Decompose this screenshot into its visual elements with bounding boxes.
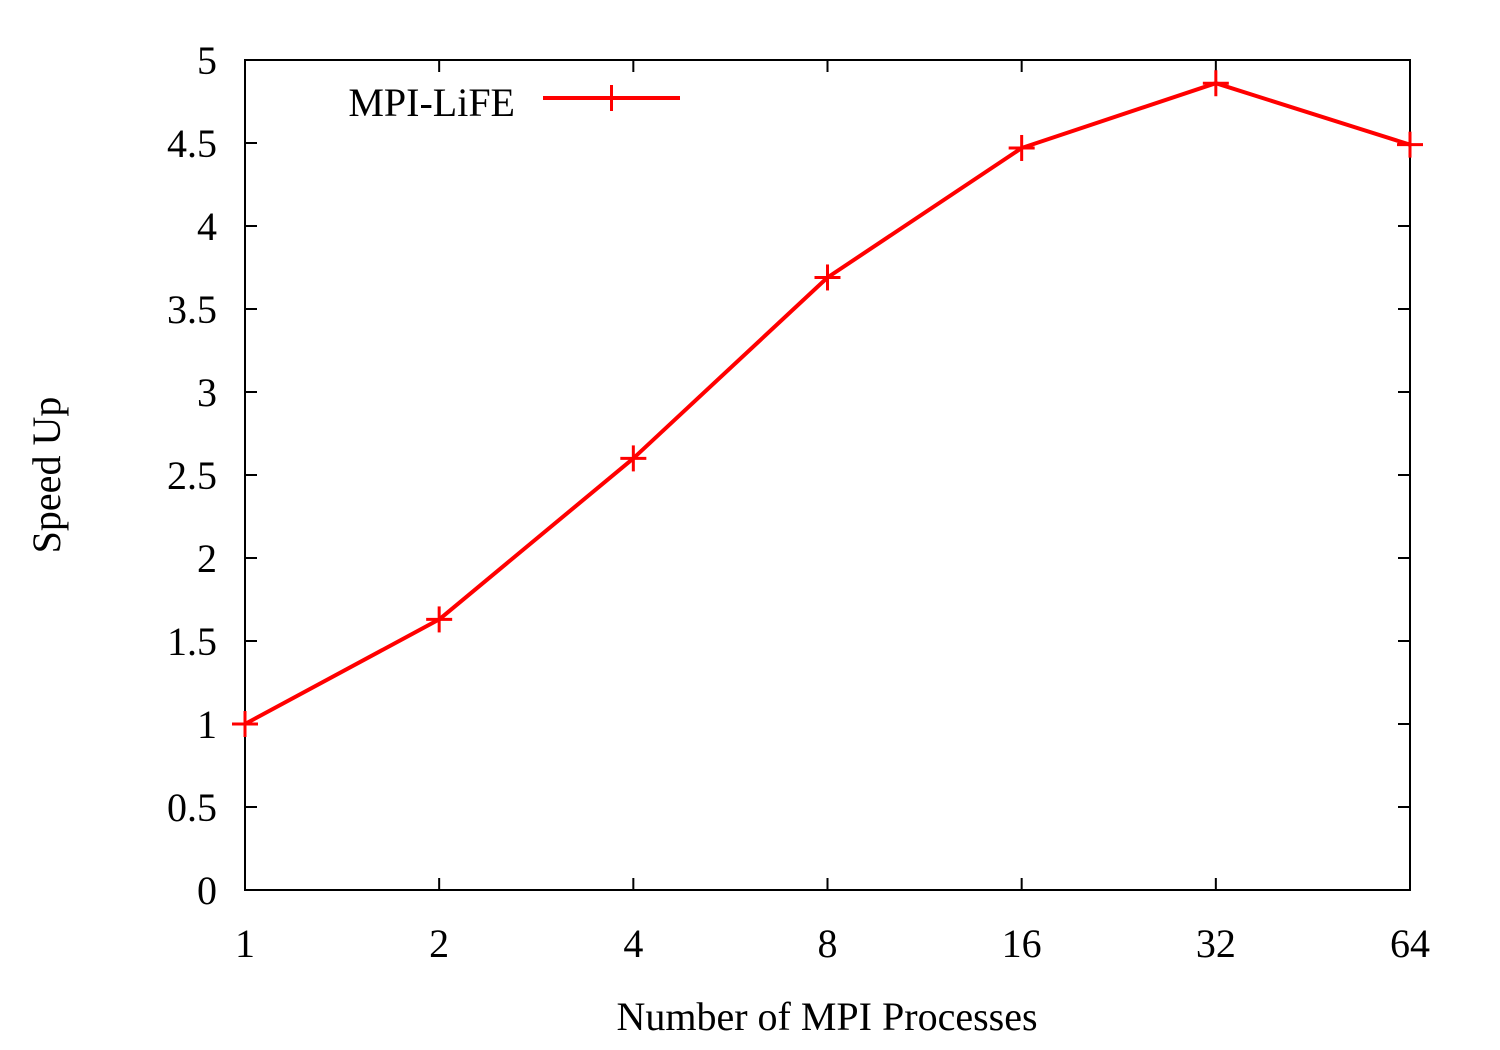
y-tick-label: 2 bbox=[197, 536, 217, 581]
y-tick-label: 4.5 bbox=[167, 121, 217, 166]
y-tick-label: 3.5 bbox=[167, 287, 217, 332]
legend: MPI-LiFE bbox=[348, 80, 680, 125]
y-tick-label: 0.5 bbox=[167, 785, 217, 830]
plot-frame bbox=[244, 59, 1411, 891]
x-tick-label: 16 bbox=[1002, 921, 1042, 966]
x-tick-label: 32 bbox=[1196, 921, 1236, 966]
y-tick-label: 1.5 bbox=[167, 619, 217, 664]
y-tick-label: 4 bbox=[197, 204, 217, 249]
data-point bbox=[1397, 131, 1423, 158]
series-layer bbox=[232, 70, 1423, 737]
x-tick-label: 4 bbox=[623, 921, 643, 966]
legend-label: MPI-LiFE bbox=[348, 80, 515, 125]
series-line-0 bbox=[244, 81, 1411, 726]
x-tick-label: 2 bbox=[429, 921, 449, 966]
x-tick-label: 8 bbox=[818, 921, 838, 966]
x-tick-label: 64 bbox=[1390, 921, 1430, 966]
x-tick-label: 1 bbox=[235, 921, 255, 966]
y-tick-label: 5 bbox=[197, 38, 217, 83]
data-point bbox=[620, 445, 647, 472]
y-tick-label: 1 bbox=[197, 702, 217, 747]
data-point bbox=[814, 264, 841, 291]
legend-marker bbox=[599, 85, 624, 111]
y-tick-label: 2.5 bbox=[167, 453, 217, 498]
data-point bbox=[1008, 134, 1035, 161]
x-axis-label: Number of MPI Processes bbox=[616, 994, 1037, 1039]
y-tick-label: 3 bbox=[197, 370, 217, 415]
y-tick-label: 0 bbox=[197, 868, 217, 913]
data-point bbox=[426, 606, 453, 633]
data-point bbox=[232, 711, 258, 737]
y-axis-label: Speed Up bbox=[24, 397, 69, 554]
x-axis-ticks: 1 2 4 8 16 32 64 bbox=[235, 60, 1430, 966]
y-axis-ticks: 0 0.5 1 1.5 2 2.5 3 3.5 4 4.5 5 bbox=[167, 38, 1410, 913]
data-point bbox=[1202, 70, 1229, 97]
